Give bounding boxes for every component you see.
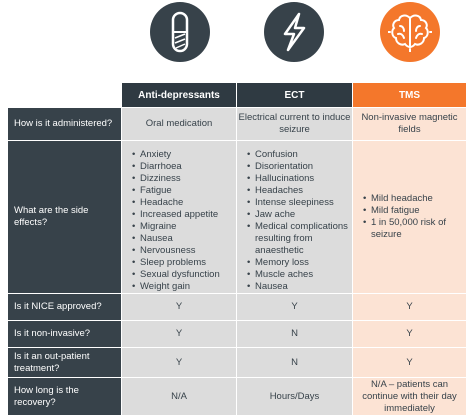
- brain-icon-circle: [380, 2, 440, 62]
- cell-nice-tms: Y: [353, 294, 467, 321]
- table-row: Is it an out-patient treatment? Y N Y: [8, 348, 467, 378]
- brain-icon: [388, 14, 432, 52]
- cell-noninvasive-ect: N: [237, 321, 353, 348]
- list-item: 1 in 50,000 risk of seizure: [363, 217, 466, 241]
- table-row: Is it non-invasive? Y N Y: [8, 321, 467, 348]
- list-item: Sexual dysfunction: [132, 269, 236, 281]
- list-item: Mild headache: [363, 193, 466, 205]
- list-item: Confusion: [247, 149, 352, 161]
- row-label-noninvasive: Is it non-invasive?: [8, 321, 122, 348]
- cell-recovery-tms: N/A – patients can continue with their d…: [353, 378, 467, 416]
- cell-noninvasive-tms: Y: [353, 321, 467, 348]
- list-item: Nervousness: [132, 245, 236, 257]
- pill-icon: [171, 11, 189, 53]
- table-row: Is it NICE approved? Y Y Y: [8, 294, 467, 321]
- row-label-outpatient: Is it an out-patient treatment?: [8, 348, 122, 378]
- list-item: Nausea: [247, 281, 352, 293]
- cell-side-effects-ect: Confusion Disorientation Hallucinations …: [237, 141, 353, 294]
- cell-nice-ect: Y: [237, 294, 353, 321]
- pill-icon-circle: [150, 2, 210, 62]
- col-header-antidepressants: Anti-depressants: [122, 83, 237, 108]
- list-item: Headaches: [247, 185, 352, 197]
- list-item: Hallucinations: [247, 173, 352, 185]
- list-item: Sleep problems: [132, 257, 236, 269]
- lightning-icon-circle: [264, 2, 324, 62]
- list-item: Headache: [132, 197, 236, 209]
- cell-side-effects-antidepressants: Anxiety Diarrhoea Dizziness Fatigue Head…: [122, 141, 237, 294]
- list-item: Disorientation: [247, 161, 352, 173]
- list-item: Memory loss: [247, 257, 352, 269]
- cell-recovery-antidepressants: N/A: [122, 378, 237, 416]
- side-effects-list-ect: Confusion Disorientation Hallucinations …: [247, 149, 352, 293]
- cell-administered-antidepressants: Oral medication: [122, 108, 237, 141]
- list-item: Jaw ache: [247, 209, 352, 221]
- cell-administered-ect: Electrical current to induce seizure: [237, 108, 353, 141]
- cell-side-effects-tms: Mild headache Mild fatigue 1 in 50,000 r…: [353, 141, 467, 294]
- cell-outpatient-tms: Y: [353, 348, 467, 378]
- row-label-recovery: How long is the recovery?: [8, 378, 122, 416]
- list-item: Intense sleepiness: [247, 197, 352, 209]
- side-effects-list-antidepressants: Anxiety Diarrhoea Dizziness Fatigue Head…: [132, 149, 236, 293]
- list-item: Weight gain: [132, 281, 236, 293]
- row-label-side-effects: What are the side effects?: [8, 141, 122, 294]
- header-row: Anti-depressants ECT TMS: [8, 83, 467, 108]
- list-item: Diarrhoea: [132, 161, 236, 173]
- list-item: Muscle aches: [247, 269, 352, 281]
- header-blank: [8, 83, 122, 108]
- list-item: Increased appetite: [132, 209, 236, 221]
- table-row: How is it administered? Oral medication …: [8, 108, 467, 141]
- cell-outpatient-antidepressants: Y: [122, 348, 237, 378]
- list-item: Fatigue: [132, 185, 236, 197]
- list-item: Migraine: [132, 221, 236, 233]
- list-item: Nausea: [132, 233, 236, 245]
- table-row: How long is the recovery? N/A Hours/Days…: [8, 378, 467, 416]
- col-header-tms: TMS: [353, 83, 467, 108]
- cell-recovery-ect: Hours/Days: [237, 378, 353, 416]
- list-item: Dizziness: [132, 173, 236, 185]
- col-header-ect: ECT: [237, 83, 353, 108]
- side-effects-list-tms: Mild headache Mild fatigue 1 in 50,000 r…: [363, 193, 466, 241]
- row-label-administered: How is it administered?: [8, 108, 122, 141]
- cell-nice-antidepressants: Y: [122, 294, 237, 321]
- table-row: What are the side effects? Anxiety Diarr…: [8, 141, 467, 294]
- cell-outpatient-ect: N: [237, 348, 353, 378]
- list-item: Mild fatigue: [363, 205, 466, 217]
- row-label-nice: Is it NICE approved?: [8, 294, 122, 321]
- cell-administered-tms: Non-invasive magnetic fields: [353, 108, 467, 141]
- list-item: Medical complications resulting from ana…: [247, 221, 352, 257]
- comparison-table: Anti-depressants ECT TMS How is it admin…: [8, 83, 467, 416]
- cell-noninvasive-antidepressants: Y: [122, 321, 237, 348]
- list-item: Anxiety: [132, 149, 236, 161]
- lightning-icon: [283, 12, 306, 52]
